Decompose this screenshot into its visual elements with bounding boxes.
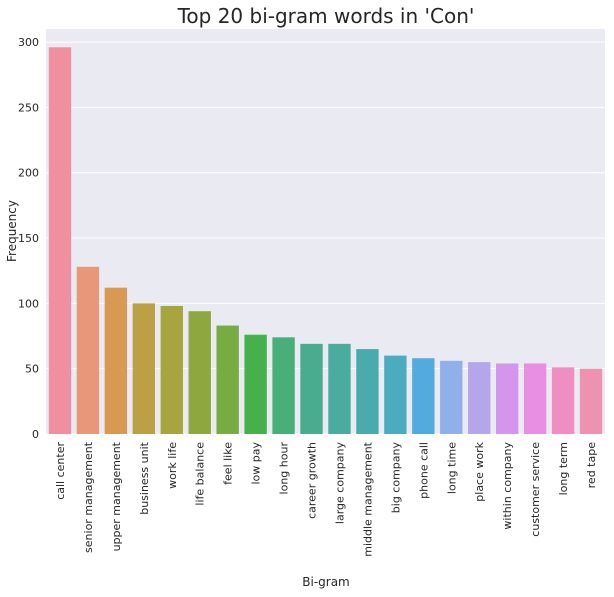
plot-background xyxy=(46,29,605,434)
x-tick-label: long time xyxy=(445,442,458,494)
x-tick-label: low pay xyxy=(250,442,263,485)
x-tick-label: feel like xyxy=(222,442,235,485)
bar xyxy=(160,305,183,434)
x-tick-label: life balance xyxy=(194,442,207,506)
bar xyxy=(188,311,211,434)
bar xyxy=(216,325,239,434)
bar xyxy=(440,360,463,434)
x-tick-label: place work xyxy=(473,441,486,501)
x-tick-label: long term xyxy=(557,442,570,495)
bar xyxy=(412,358,435,434)
bar xyxy=(468,362,491,434)
x-tick-labels: call center senior management upper manage… xyxy=(54,441,598,556)
x-tick-label: customer service xyxy=(529,442,542,537)
x-tick-label: middle management xyxy=(361,441,374,556)
x-tick-label: senior management xyxy=(82,441,95,553)
y-tick-label: 50 xyxy=(25,363,39,376)
x-tick-label: large company xyxy=(333,442,346,525)
bar xyxy=(356,349,379,434)
x-tick-label: business unit xyxy=(138,441,151,514)
x-tick-label: work life xyxy=(166,442,179,489)
bars xyxy=(48,47,603,435)
y-tick-label: 150 xyxy=(18,232,39,245)
x-tick-label: big company xyxy=(389,442,402,514)
bar xyxy=(244,334,267,434)
bar xyxy=(551,367,575,434)
y-tick-label: 300 xyxy=(18,36,39,49)
y-tick-label: 200 xyxy=(18,167,39,180)
bar xyxy=(523,363,547,434)
bar xyxy=(48,47,72,435)
x-tick-label: phone call xyxy=(417,442,430,499)
chart-title: Top 20 bi-gram words in 'Con' xyxy=(177,4,475,28)
y-axis-label: Frequency xyxy=(5,200,19,262)
bar xyxy=(579,368,603,434)
bar xyxy=(384,355,407,434)
y-tick-label: 250 xyxy=(18,101,39,114)
x-tick-label: long hour xyxy=(278,442,291,495)
bar xyxy=(76,266,100,434)
x-axis-label: Bi-gram xyxy=(302,575,350,589)
bar xyxy=(495,363,519,434)
bar xyxy=(104,287,128,434)
x-tick-label: upper management xyxy=(110,441,123,551)
x-tick-label: career growth xyxy=(306,442,319,519)
bar xyxy=(132,303,156,434)
y-tick-label: 100 xyxy=(18,297,39,310)
bar xyxy=(272,337,295,434)
bar xyxy=(300,343,323,434)
x-tick-label: within company xyxy=(501,442,514,530)
x-tick-label: call center xyxy=(54,442,67,500)
y-tick-label: 0 xyxy=(32,428,39,441)
y-tick-labels: 0 50 100 150 200 250 300 xyxy=(18,36,39,441)
x-tick-label: red tape xyxy=(585,442,598,489)
bar xyxy=(328,343,351,434)
